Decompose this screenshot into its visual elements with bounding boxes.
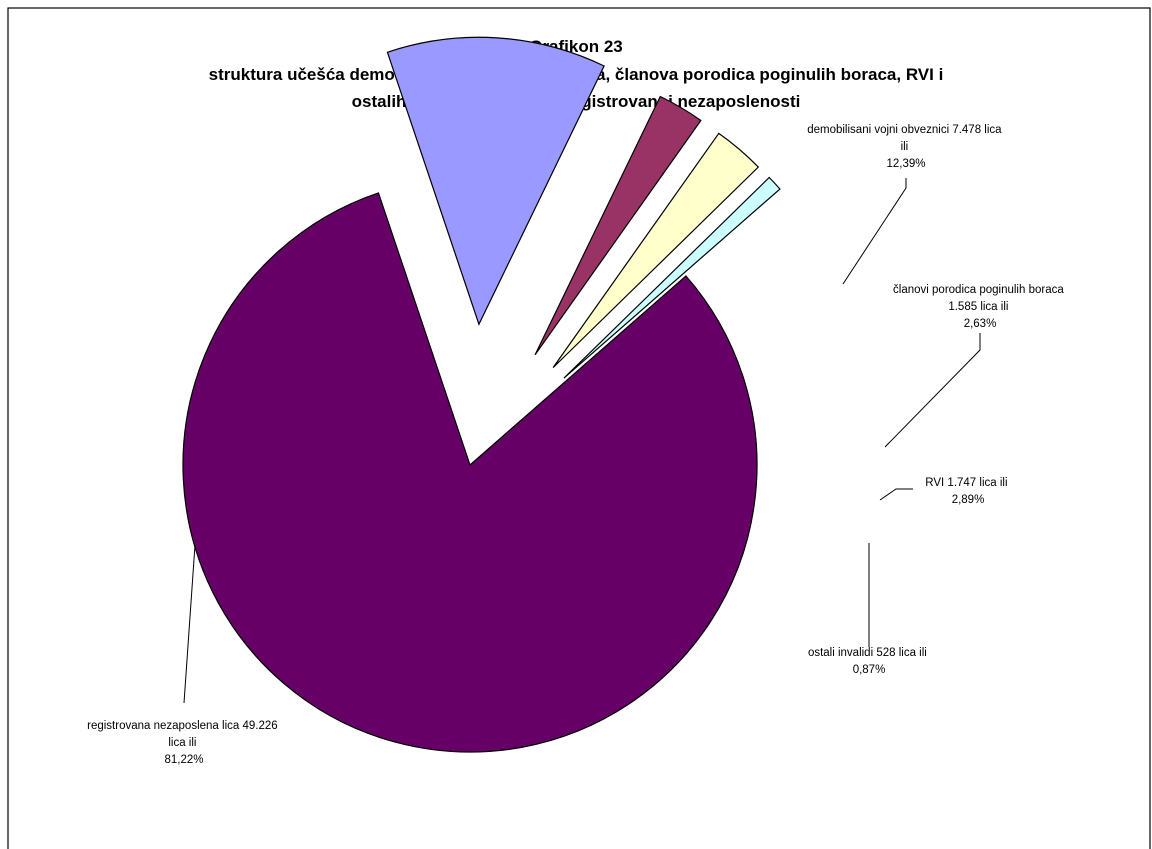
pie-slice-registrovana — [182, 192, 758, 753]
slice-label-clanovi-porodica-line-2: 1.585 lica ili — [948, 301, 1008, 313]
slice-label-demobilisani-line-2: ili — [901, 141, 909, 153]
pie-slice-demobilisani — [386, 36, 605, 326]
slice-label-clanovi-porodica-line-3: 2,63% — [964, 318, 997, 330]
slice-label-demobilisani-line-3: 12,39% — [886, 158, 925, 170]
slice-label-registrovana-line-3: 81,22% — [164, 754, 203, 766]
slice-label-ostali-invalidi: ostali invalidi 528 lica ili 0,87% — [808, 647, 930, 676]
pie-slice-ostali-invalidi — [563, 176, 781, 379]
leader-line-demobilisani — [842, 178, 907, 285]
slice-label-ostali-invalidi-line-1: ostali invalidi 528 lica ili — [808, 647, 927, 659]
slice-label-demobilisani: demobilisani vojni obveznici 7.478 lica … — [807, 124, 1005, 170]
slice-label-registrovana: registrovana nezaposlena lica 49.226 lic… — [87, 720, 281, 766]
slice-label-clanovi-porodica: članovi porodica poginulih boraca 1.585 … — [893, 284, 1067, 330]
slice-label-clanovi-porodica-line-1: članovi porodica poginulih boraca — [893, 284, 1064, 296]
leader-line-registrovana — [183, 544, 196, 704]
slice-label-rvi-line-2: 2,89% — [952, 494, 985, 506]
leader-line-clanovi-porodica — [884, 333, 981, 448]
pie-slice-rvi — [552, 132, 760, 369]
slice-label-demobilisani-line-1: demobilisani vojni obveznici 7.478 lica — [807, 124, 1002, 136]
slice-label-registrovana-line-1: registrovana nezaposlena lica 49.226 — [87, 720, 278, 732]
pie-slice-clanovi-porodica — [534, 95, 702, 356]
slice-label-ostali-invalidi-line-2: 0,87% — [853, 664, 886, 676]
slice-label-registrovana-line-2: lica ili — [168, 737, 196, 749]
leader-line-rvi — [879, 488, 913, 501]
slice-label-rvi-line-1: RVI 1.747 lica ili — [925, 477, 1007, 489]
slice-label-rvi: RVI 1.747 lica ili 2,89% — [925, 477, 1010, 506]
